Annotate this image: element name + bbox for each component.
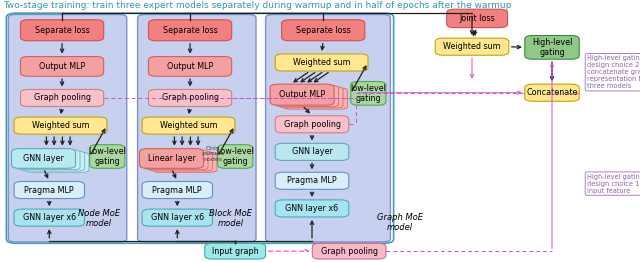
FancyBboxPatch shape: [148, 151, 212, 171]
FancyBboxPatch shape: [14, 117, 107, 134]
Text: Low-level
gating: Low-level gating: [216, 147, 254, 166]
FancyBboxPatch shape: [144, 150, 208, 170]
FancyBboxPatch shape: [20, 151, 84, 171]
Text: low-level
gating: low-level gating: [350, 84, 387, 103]
FancyBboxPatch shape: [275, 85, 339, 107]
Text: Pragma MLP: Pragma MLP: [287, 176, 337, 185]
Text: Separate loss: Separate loss: [296, 26, 351, 35]
FancyBboxPatch shape: [312, 243, 386, 259]
Text: Separate loss: Separate loss: [163, 26, 218, 35]
Text: GNN layer: GNN layer: [292, 147, 332, 156]
Text: Graph pooling: Graph pooling: [161, 93, 219, 103]
FancyBboxPatch shape: [275, 200, 349, 217]
FancyBboxPatch shape: [20, 20, 104, 41]
FancyBboxPatch shape: [8, 14, 127, 242]
FancyBboxPatch shape: [282, 20, 365, 41]
Text: Concatenate: Concatenate: [526, 88, 578, 97]
FancyBboxPatch shape: [140, 149, 204, 168]
Text: Graph pooling: Graph pooling: [284, 120, 340, 129]
FancyBboxPatch shape: [275, 143, 349, 160]
FancyBboxPatch shape: [90, 145, 125, 168]
FancyBboxPatch shape: [142, 117, 235, 134]
FancyBboxPatch shape: [148, 57, 232, 76]
Text: Joint loss: Joint loss: [460, 14, 495, 23]
Text: GNN layer: GNN layer: [23, 154, 64, 163]
FancyBboxPatch shape: [14, 181, 84, 199]
Text: Weighted sum: Weighted sum: [159, 121, 218, 130]
FancyBboxPatch shape: [447, 9, 508, 28]
FancyBboxPatch shape: [12, 149, 76, 168]
Text: Output MLP: Output MLP: [279, 90, 325, 99]
FancyBboxPatch shape: [142, 209, 212, 226]
FancyBboxPatch shape: [16, 150, 80, 170]
Text: Graph MoE
model: Graph MoE model: [377, 213, 423, 232]
FancyBboxPatch shape: [14, 209, 84, 226]
Text: Weighted sum: Weighted sum: [443, 42, 501, 51]
Text: Separate loss: Separate loss: [35, 26, 90, 35]
Text: Only
pseudo
nodes: Only pseudo nodes: [201, 145, 224, 162]
FancyBboxPatch shape: [148, 89, 232, 107]
FancyBboxPatch shape: [138, 14, 256, 242]
Text: High-level
gating: High-level gating: [532, 38, 572, 57]
FancyBboxPatch shape: [20, 57, 104, 76]
FancyBboxPatch shape: [275, 116, 349, 133]
Text: High-level gating
design choice 2:
concatenate graph
representation from
three m: High-level gating design choice 2: conca…: [587, 55, 640, 89]
FancyBboxPatch shape: [525, 84, 579, 101]
FancyBboxPatch shape: [351, 82, 386, 105]
Text: Node MoE
model: Node MoE model: [78, 209, 120, 228]
FancyBboxPatch shape: [142, 181, 212, 199]
Text: Pragma MLP: Pragma MLP: [152, 185, 202, 195]
FancyBboxPatch shape: [525, 36, 579, 59]
FancyBboxPatch shape: [148, 20, 232, 41]
Text: Input graph: Input graph: [212, 247, 259, 256]
FancyBboxPatch shape: [205, 243, 266, 259]
Text: Weighted sum: Weighted sum: [292, 58, 351, 67]
Text: Pragma MLP: Pragma MLP: [24, 185, 74, 195]
Text: GNN layer x6: GNN layer x6: [22, 213, 76, 222]
FancyBboxPatch shape: [284, 88, 348, 109]
Text: High-level gating
design choice 1:
input feature: High-level gating design choice 1: input…: [587, 174, 640, 194]
FancyBboxPatch shape: [275, 54, 368, 71]
Text: Block MoE
model: Block MoE model: [209, 209, 252, 228]
FancyBboxPatch shape: [270, 84, 334, 105]
FancyBboxPatch shape: [25, 153, 89, 172]
Text: Graph pooling: Graph pooling: [321, 247, 378, 256]
Text: Linear layer: Linear layer: [148, 154, 195, 163]
Text: Two-stage training: train three expert models separately during warmup and in ha: Two-stage training: train three expert m…: [3, 1, 511, 10]
FancyBboxPatch shape: [218, 145, 253, 168]
Text: Output MLP: Output MLP: [39, 62, 85, 71]
Text: GNN layer x6: GNN layer x6: [150, 213, 204, 222]
Text: Output MLP: Output MLP: [167, 62, 213, 71]
FancyBboxPatch shape: [153, 153, 217, 172]
Text: Low-level
gating: Low-level gating: [88, 147, 126, 166]
Text: Weighted sum: Weighted sum: [31, 121, 90, 130]
Text: Graph pooling: Graph pooling: [33, 93, 91, 103]
FancyBboxPatch shape: [435, 38, 509, 55]
Text: GNN layer x6: GNN layer x6: [285, 204, 339, 213]
FancyBboxPatch shape: [20, 89, 104, 107]
FancyBboxPatch shape: [266, 14, 390, 242]
FancyBboxPatch shape: [275, 172, 349, 189]
FancyBboxPatch shape: [279, 87, 343, 108]
